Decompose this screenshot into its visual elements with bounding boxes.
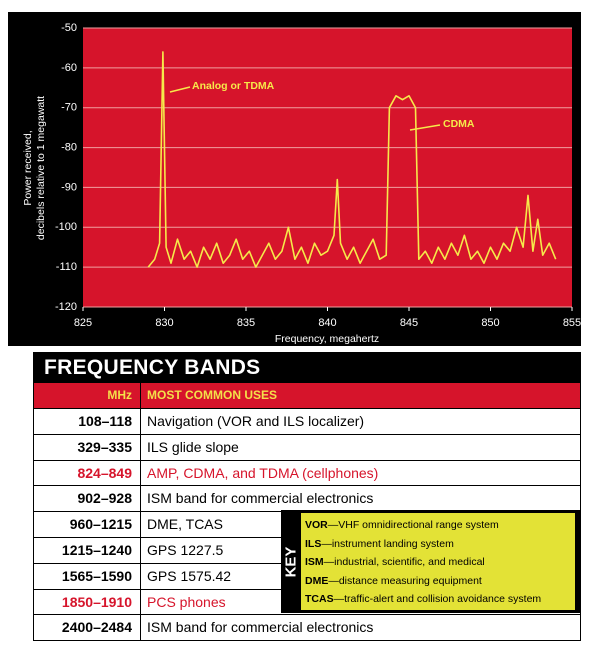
table-row: 824–849 AMP, CDMA, and TDMA (cellphones) xyxy=(34,459,580,486)
table-row: 329–335 ILS glide slope xyxy=(34,433,580,460)
band-cell: 1215–1240 xyxy=(34,538,141,563)
use-cell: AMP, CDMA, and TDMA (cellphones) xyxy=(147,464,379,481)
use-cell: GPS 1575.42 xyxy=(147,567,232,584)
key-definition: —distance measuring equipment xyxy=(328,574,482,587)
key-item: VOR—VHF omnidirectional range system xyxy=(305,516,571,535)
key-definition: —industrial, scientific, and medical xyxy=(323,556,485,568)
x-tick-label: 825 xyxy=(74,317,92,329)
y-tick-label: -90 xyxy=(61,181,77,193)
key-term: VOR xyxy=(305,519,328,531)
band-cell: 2400–2484 xyxy=(34,615,141,641)
x-tick-label: 845 xyxy=(400,317,418,329)
band-cell: 902–928 xyxy=(34,486,141,512)
annotation-leader xyxy=(409,124,441,131)
table-title: FREQUENCY BANDS xyxy=(34,353,580,383)
use-cell: ISM band for commercial electronics xyxy=(147,490,374,507)
annotation: CDMA xyxy=(443,118,475,130)
y-tick-label: -80 xyxy=(61,141,77,153)
table-row: 2400–2484 ISM band for commercial electro… xyxy=(34,614,580,641)
band-cell: 824–849 xyxy=(34,460,141,486)
key-definition: —VHF omnidirectional range system xyxy=(327,519,499,531)
x-tick-label: 855 xyxy=(563,317,581,329)
annotation: Analog or TDMA xyxy=(192,80,275,92)
header-row: MHz MOST COMMON USES xyxy=(34,383,580,408)
band-cell: 108–118 xyxy=(34,409,141,434)
band-cell: 960–1215 xyxy=(34,512,141,538)
key-box: KEY VOR—VHF omnidirectional range system… xyxy=(281,510,580,613)
table-row: 108–118 Navigation (VOR and ILS localizer… xyxy=(34,408,580,434)
key-term: ILS xyxy=(305,537,322,550)
annotation-leader xyxy=(169,86,191,93)
x-axis-label: Frequency, megahertz xyxy=(275,333,379,345)
chart: Power received, decibels relative to 1 m… xyxy=(8,12,581,346)
key-item: TCAS—traffic-alert and collision avoidan… xyxy=(305,590,571,609)
use-cell: ILS glide slope xyxy=(147,438,239,455)
y-tick-label: -100 xyxy=(55,221,77,233)
band-cell: 1565–1590 xyxy=(34,563,141,589)
key-term: TCAS xyxy=(305,593,334,605)
use-cell: Navigation (VOR and ILS localizer) xyxy=(147,413,365,429)
key-term: ISM xyxy=(305,556,324,568)
key-item: DME—distance measuring equipment xyxy=(305,572,571,591)
key-title: KEY xyxy=(282,546,300,577)
spectrum-line xyxy=(147,51,557,268)
key-item: ILS—instrument landing system xyxy=(305,535,571,554)
key-list: VOR—VHF omnidirectional range system ILS—… xyxy=(301,513,575,610)
use-cell: ISM band for commercial electronics xyxy=(147,619,374,636)
use-cell: PCS phones xyxy=(147,593,226,610)
header-cell: MOST COMMON USES xyxy=(147,388,278,402)
key-definition: —instrument landing system xyxy=(321,537,454,550)
band-cell: 1850–1910 xyxy=(34,589,141,615)
x-tick-label: 840 xyxy=(318,317,336,329)
key-term: DME xyxy=(305,574,329,587)
use-cell: GPS 1227.5 xyxy=(147,542,224,558)
y-axis-label: Power received, xyxy=(22,130,34,205)
y-axis-label: decibels relative to 1 megawatt xyxy=(35,96,47,240)
y-tick-label: -60 xyxy=(61,62,77,74)
key-title-cell: KEY xyxy=(281,510,301,613)
use-cell: DME, TCAS xyxy=(147,516,223,533)
plot-area xyxy=(83,28,572,307)
table-row: 902–928 ISM band for commercial electroni… xyxy=(34,485,580,512)
frequency-table: FREQUENCY BANDS MHz MOST COMMON USES 108… xyxy=(33,352,581,641)
band-cell: 329–335 xyxy=(34,434,141,460)
y-tick-label: -50 xyxy=(61,22,77,34)
y-tick-label: -70 xyxy=(61,102,77,114)
header-cell: MHz xyxy=(34,383,141,408)
y-tick-label: -110 xyxy=(56,261,77,273)
key-item: ISM—industrial, scientific, and medical xyxy=(305,553,571,572)
key-definition: —traffic-alert and collision avoidance s… xyxy=(333,593,542,605)
x-tick-label: 835 xyxy=(237,317,255,329)
y-tick-label: -120 xyxy=(55,301,77,313)
x-tick-label: 850 xyxy=(481,317,499,329)
x-tick-label: 830 xyxy=(155,317,173,329)
